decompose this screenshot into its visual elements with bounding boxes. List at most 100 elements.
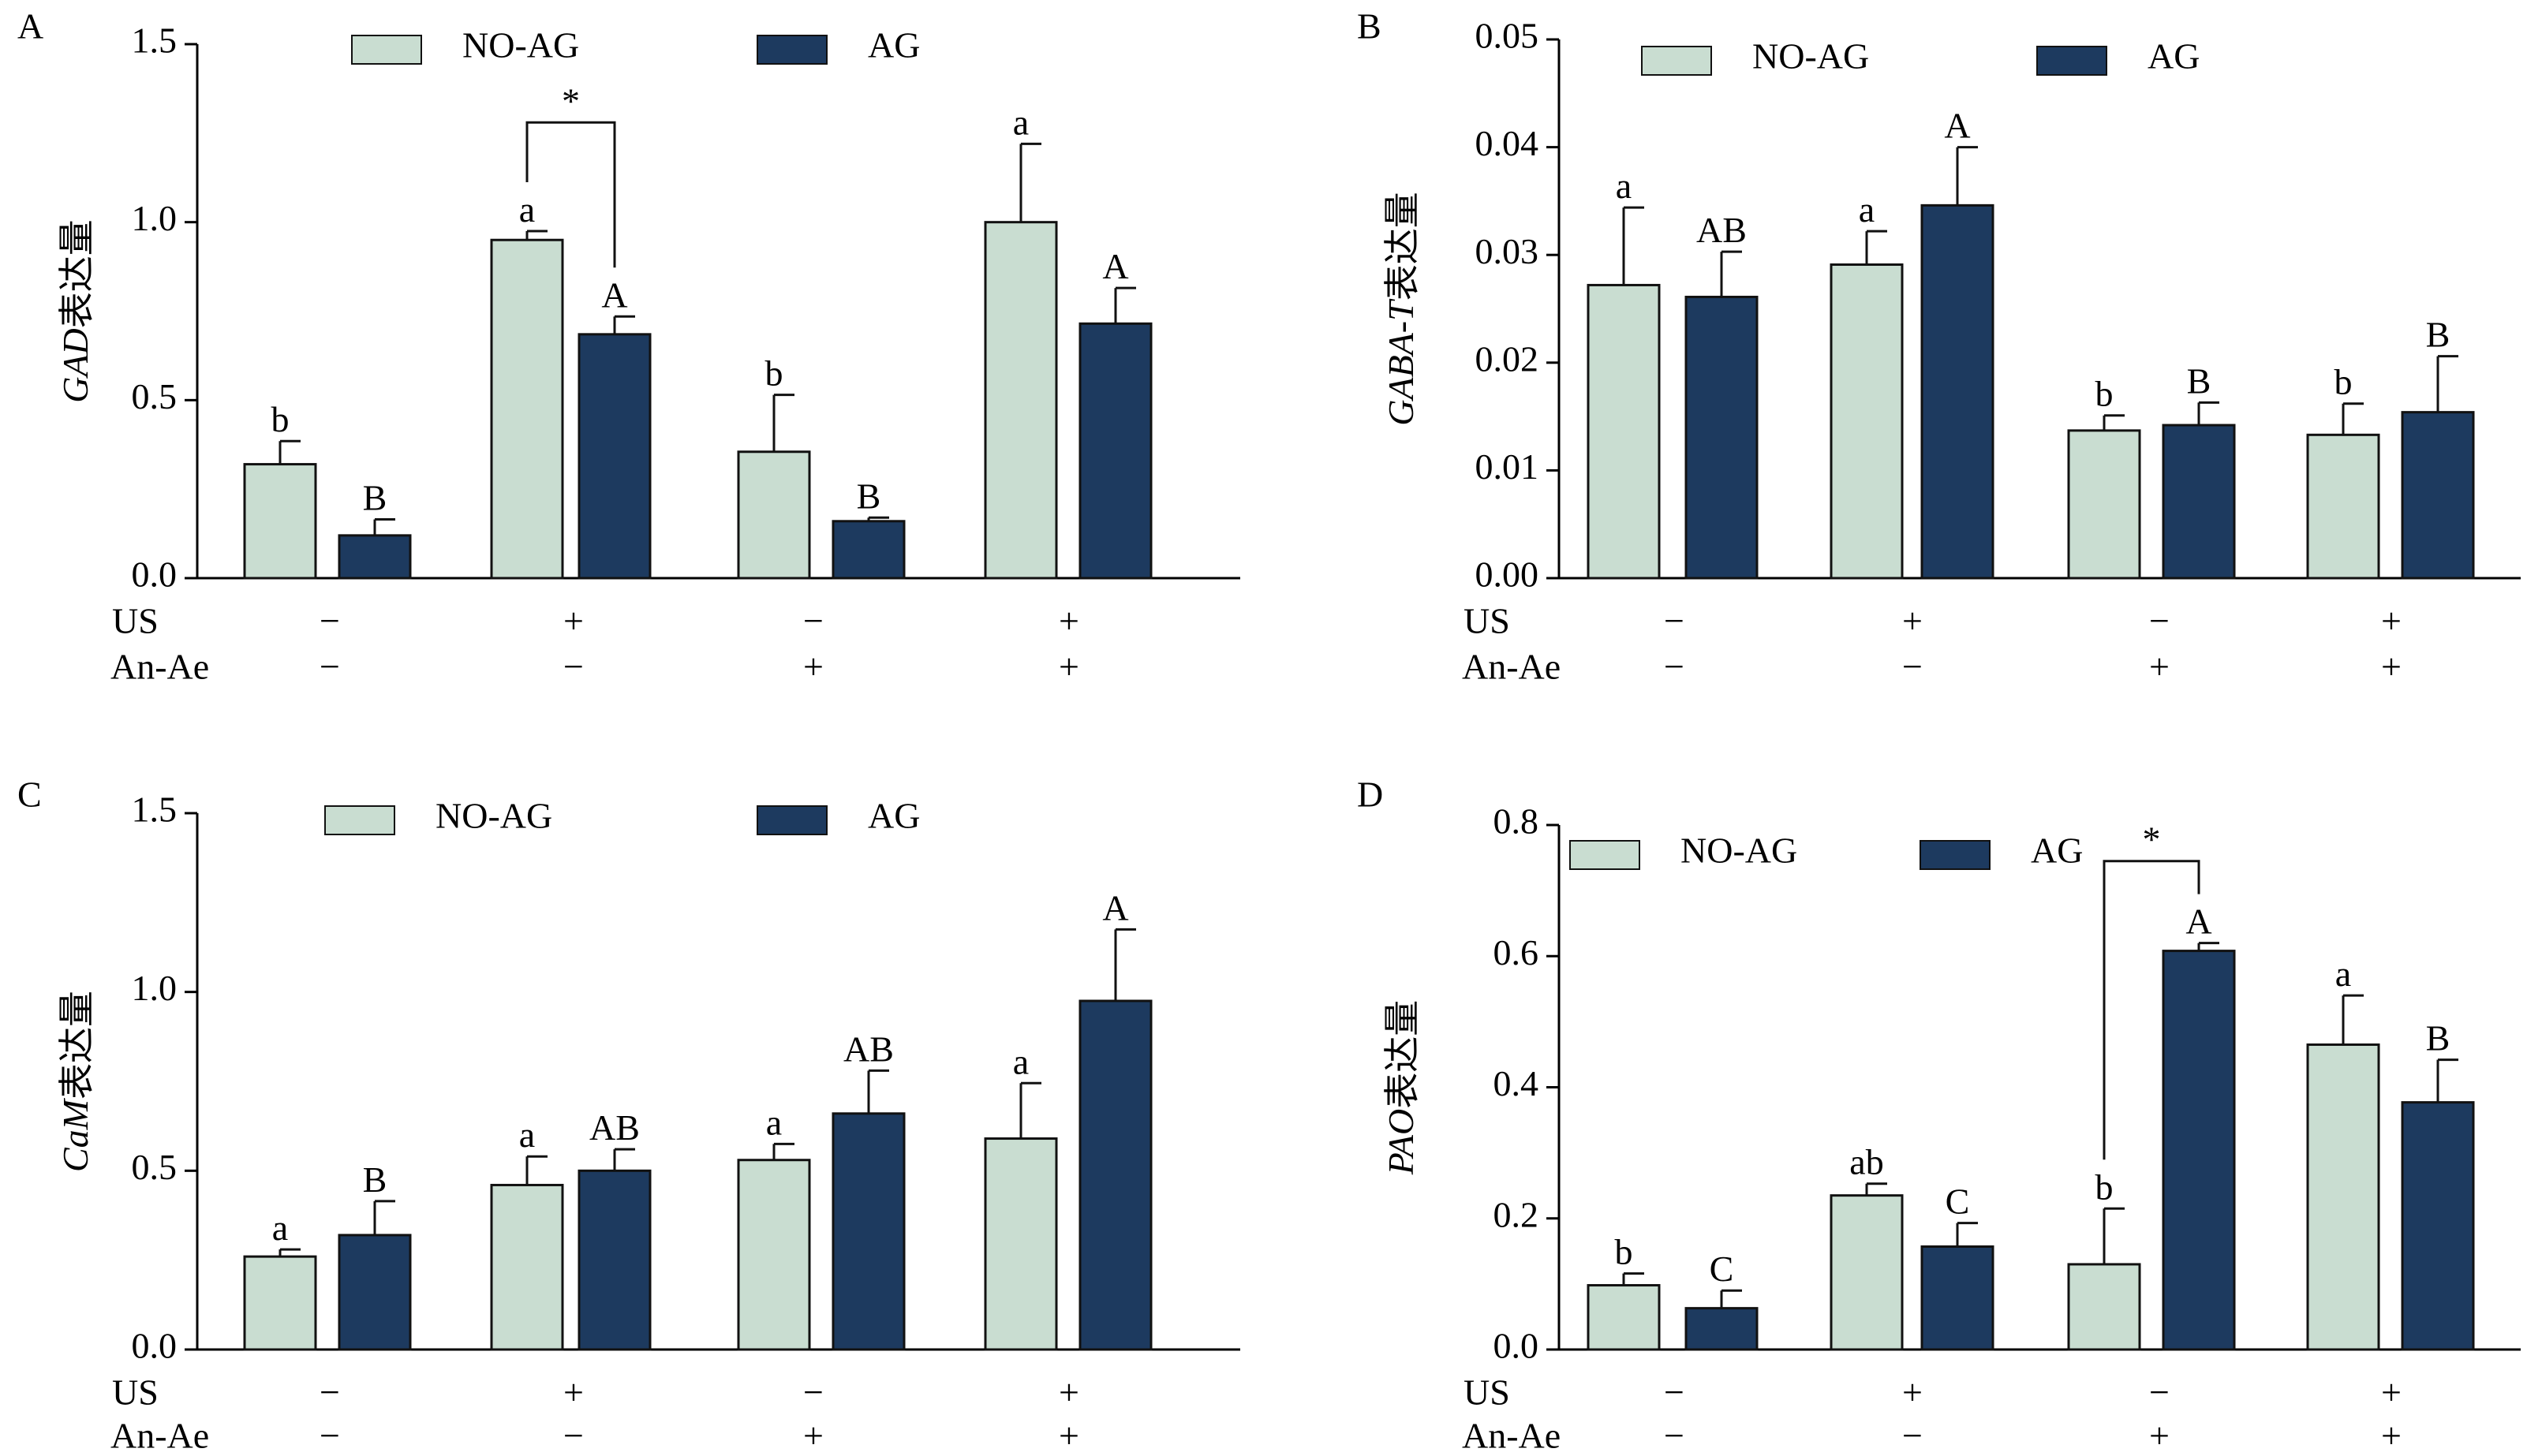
significance-bracket bbox=[525, 121, 616, 268]
y-tick-label: 0.4 bbox=[1493, 1063, 1539, 1103]
treatment-sign-an-ae: − bbox=[1664, 1416, 1684, 1456]
legend-label-ag: AG bbox=[2148, 36, 2200, 77]
significance-star: * bbox=[562, 80, 580, 121]
significance-letter: C bbox=[1710, 1249, 1734, 1289]
treatment-sign-an-ae: + bbox=[2381, 647, 2402, 687]
significance-letter: a bbox=[1859, 189, 1875, 230]
y-axis-label-gene: PAO bbox=[1381, 1109, 1421, 1176]
y-tick-label: 0.5 bbox=[132, 376, 178, 416]
bar-no-ag-4 bbox=[2306, 1043, 2380, 1351]
legend-label-no-ag: NO-AG bbox=[1680, 831, 1797, 871]
bar-ag-4 bbox=[2401, 411, 2475, 580]
bar-ag-1 bbox=[1684, 1307, 1759, 1351]
significance-letter: A bbox=[2185, 902, 2211, 942]
significance-letter: b bbox=[765, 353, 783, 394]
panel-D: D 0.0 0.2 0.4 0.6 0.8 PAO表达量 NO-AG AG b ab b a C C A B * U… bbox=[1357, 775, 2521, 1456]
bar-ag-3 bbox=[832, 520, 906, 580]
legend-swatch-ag bbox=[757, 805, 828, 835]
bar-no-ag-1 bbox=[243, 1255, 317, 1351]
treatment-sign-an-ae: − bbox=[320, 1416, 340, 1456]
y-axis-label-suffix: 表达量 bbox=[55, 991, 98, 1099]
y-axis-label-suffix: 表达量 bbox=[1381, 192, 1423, 301]
y-tick-label: 1.0 bbox=[132, 968, 178, 1008]
treatment-sign-us: − bbox=[803, 601, 824, 641]
legend-label-ag: AG bbox=[868, 796, 920, 836]
legend: NO-AG AG bbox=[1641, 36, 2200, 77]
bar-ag-1 bbox=[338, 1234, 412, 1351]
y-tick-label: 0.6 bbox=[1493, 932, 1539, 973]
treatment-sign-an-ae: − bbox=[563, 647, 584, 687]
legend-label-ag: AG bbox=[868, 25, 920, 65]
treatment-label-us: US bbox=[1464, 601, 1510, 641]
treatment-label-us: US bbox=[112, 601, 159, 641]
significance-letter: a bbox=[272, 1208, 288, 1248]
legend-label-ag: AG bbox=[2031, 831, 2083, 871]
y-axis-label-suffix: 表达量 bbox=[1381, 1000, 1423, 1109]
panel-label: C bbox=[17, 775, 42, 815]
significance-letter: A bbox=[1102, 246, 1128, 286]
bar-no-ag-3 bbox=[737, 1159, 811, 1351]
significance-letter: B bbox=[2426, 315, 2450, 355]
treatment-sign-an-ae: + bbox=[803, 1416, 824, 1456]
treatment-sign-an-ae: − bbox=[1902, 647, 1923, 687]
legend: NO-AG AG bbox=[351, 25, 920, 65]
y-tick-label: 0.05 bbox=[1475, 16, 1539, 56]
y-tick-label: 0.0 bbox=[132, 1326, 178, 1366]
significance-letter: C bbox=[1946, 1182, 1970, 1222]
y-tick-label: 0.5 bbox=[132, 1147, 178, 1187]
legend-swatch-ag bbox=[2036, 46, 2107, 76]
significance-letter: a bbox=[1013, 1041, 1029, 1081]
treatment-sign-an-ae: − bbox=[1664, 647, 1684, 687]
significance-letter: a bbox=[1013, 102, 1029, 142]
treatment-label-us: US bbox=[1464, 1372, 1510, 1413]
y-tick-label: 0.2 bbox=[1493, 1194, 1539, 1234]
significance-letter: B bbox=[2187, 360, 2211, 401]
significance-letter: AB bbox=[589, 1107, 640, 1148]
bar-no-ag-2 bbox=[1830, 1194, 1904, 1351]
legend-swatch-ag bbox=[757, 35, 828, 65]
legend: NO-AG AG bbox=[324, 796, 920, 836]
bar-ag-2 bbox=[1920, 1245, 1994, 1351]
bar-ag-1 bbox=[338, 534, 412, 580]
treatment-sign-us: − bbox=[320, 1372, 340, 1413]
bar-ag-3 bbox=[832, 1112, 906, 1351]
y-tick-label: 0.8 bbox=[1493, 801, 1539, 842]
significance-letter: AB bbox=[1696, 210, 1747, 250]
treatment-sign-an-ae: + bbox=[2149, 647, 2170, 687]
significance-letter: a bbox=[2335, 954, 2351, 994]
panel-C: C 0.0 0.5 1.0 1.5 CaM表达量 NO-AG AG a a a a B AB AB A USAn… bbox=[17, 775, 1240, 1456]
panel-label: B bbox=[1357, 6, 1381, 47]
significance-letter: ab bbox=[1849, 1142, 1883, 1182]
bar-ag-2 bbox=[1920, 203, 1994, 580]
treatment-sign-an-ae: − bbox=[563, 1416, 584, 1456]
legend-swatch-no-ag bbox=[1641, 46, 1712, 76]
y-axis-label: GAD表达量 bbox=[55, 219, 98, 403]
panel-label: A bbox=[17, 6, 43, 47]
y-tick-label: 0.01 bbox=[1475, 446, 1539, 487]
significance-letter: B bbox=[857, 476, 881, 516]
treatment-sign-us: + bbox=[2381, 601, 2402, 641]
treatment-sign-us: − bbox=[1664, 1372, 1684, 1413]
bar-no-ag-1 bbox=[1587, 1284, 1661, 1351]
panel-label: D bbox=[1357, 775, 1383, 815]
treatment-label-us: US bbox=[112, 1372, 159, 1413]
significance-letter: a bbox=[519, 1114, 535, 1155]
bar-ag-4 bbox=[2401, 1101, 2475, 1351]
treatment-sign-us: + bbox=[563, 601, 584, 641]
treatment-sign-an-ae: − bbox=[320, 647, 340, 687]
y-tick-label: 0.0 bbox=[1493, 1326, 1539, 1366]
significance-letter: b bbox=[1615, 1232, 1633, 1272]
significance-letter: A bbox=[1944, 106, 1970, 146]
significance-letter: b bbox=[2095, 374, 2114, 414]
y-axis-label: PAO表达量 bbox=[1381, 1000, 1423, 1176]
treatment-sign-us: + bbox=[1902, 601, 1923, 641]
legend-swatch-no-ag bbox=[1569, 840, 1640, 870]
y-tick-label: 0.02 bbox=[1475, 338, 1539, 379]
y-axis-label-gene: CaM bbox=[55, 1097, 95, 1172]
bar-no-ag-3 bbox=[737, 450, 811, 580]
bar-no-ag-1 bbox=[243, 463, 317, 580]
treatment-sign-an-ae: + bbox=[1059, 647, 1079, 687]
treatment-label-an-ae: An-Ae bbox=[1462, 647, 1561, 687]
treatment-sign-us: − bbox=[803, 1372, 824, 1413]
